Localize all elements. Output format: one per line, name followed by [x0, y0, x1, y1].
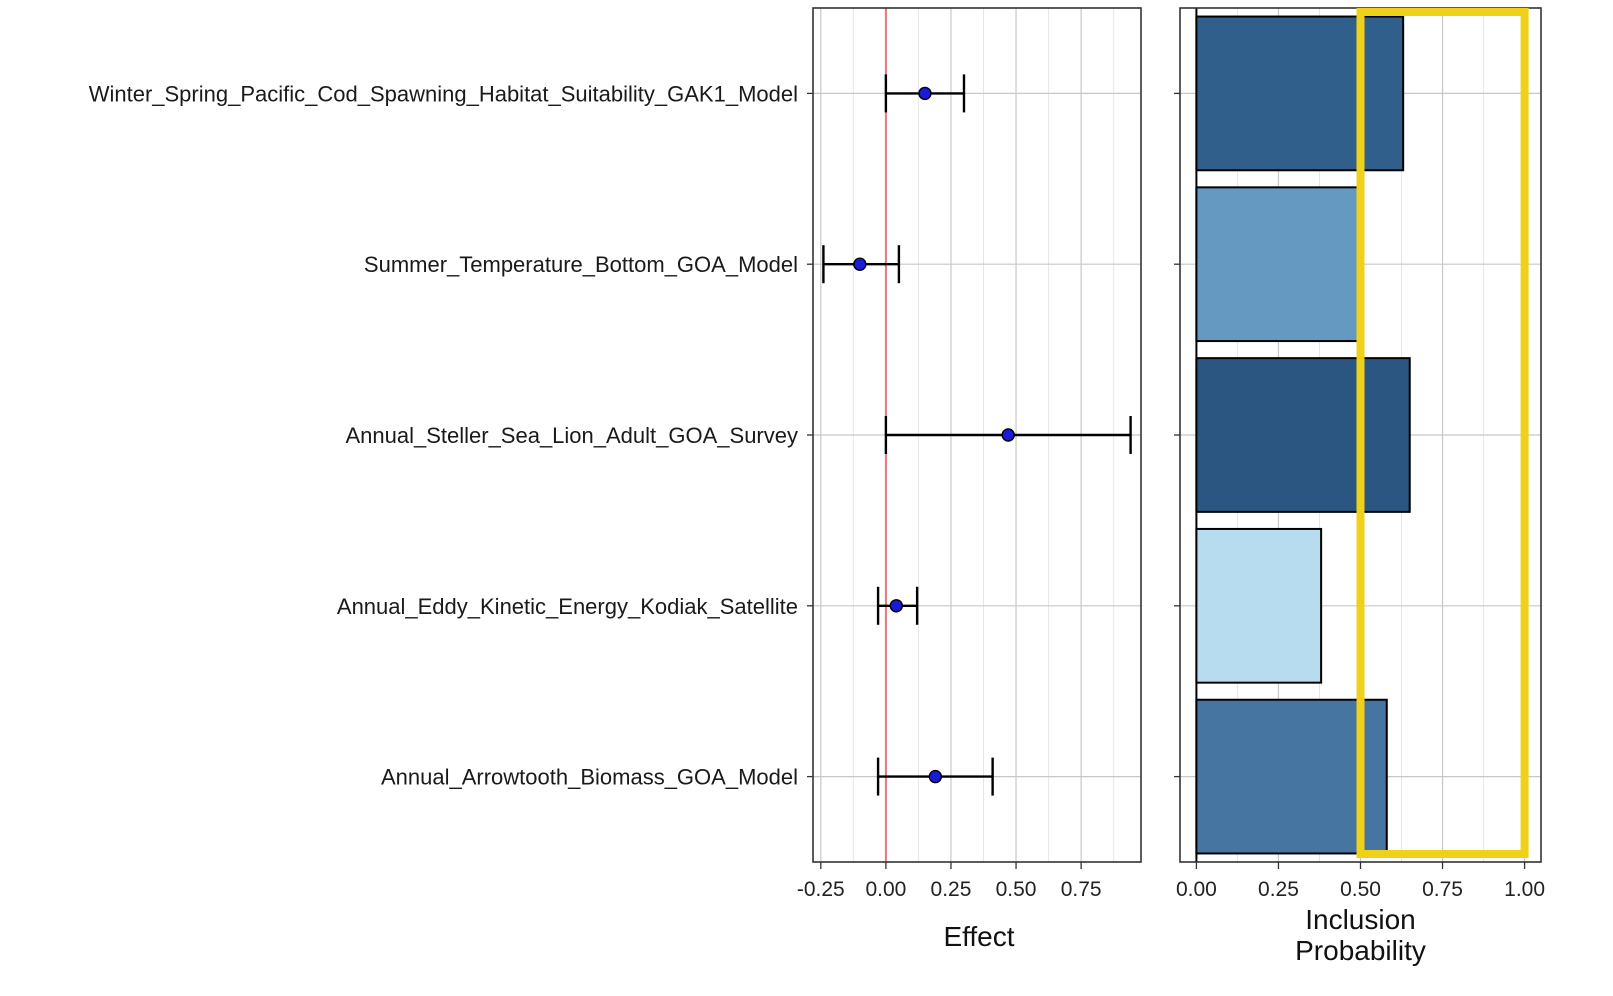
x-tick-label: 0.75 [1061, 878, 1102, 901]
inclusion-x-ticks: 0.00 0.25 0.50 0.75 1.00 [1176, 862, 1545, 901]
effect-point [853, 257, 867, 271]
inclusion-bars [1195, 8, 1411, 862]
category-label: Annual_Arrowtooth_Biomass_GOA_Model [381, 765, 798, 790]
category-label: Winter_Spring_Pacific_Cod_Spawning_Habit… [89, 81, 798, 106]
x-tick-label: 0.50 [996, 878, 1037, 901]
effect-point [928, 769, 943, 784]
x-tick-label: 0.25 [1258, 878, 1299, 901]
effect-y-ticks [807, 92, 813, 778]
x-tick-label: -0.25 [797, 878, 845, 901]
x-tick-label: 0.50 [1340, 878, 1381, 901]
x-tick-label: 0.25 [931, 878, 972, 901]
axis-title-line: Probability [1295, 935, 1426, 966]
effect-panel: -0.25 0.00 0.25 0.50 0.75 Effect [797, 7, 1142, 952]
inclusion-x-axis-title: Inclusion Probability [1295, 904, 1426, 966]
category-label: Summer_Temperature_Bottom_GOA_Model [364, 252, 798, 277]
inclusion-panel: 0.00 0.25 0.50 0.75 1.00 Inclusion Probabilit… [1174, 7, 1545, 966]
x-tick-label: 0.75 [1422, 878, 1463, 901]
inclusion-bar [1195, 527, 1323, 684]
category-label: Annual_Eddy_Kinetic_Energy_Kodiak_Satell… [337, 594, 798, 619]
category-labels: Winter_Spring_Pacific_Cod_Spawning_Habit… [89, 81, 798, 789]
x-tick-label: 1.00 [1504, 878, 1545, 901]
inclusion-y-ticks [1174, 92, 1180, 778]
category-label: Annual_Steller_Sea_Lion_Adult_GOA_Survey [345, 423, 798, 448]
effect-x-axis-title: Effect [943, 921, 1014, 952]
inclusion-bar [1195, 698, 1388, 855]
effect-point [889, 599, 904, 613]
highlight-box [1356, 8, 1529, 858]
x-tick-label: 0.00 [865, 878, 906, 901]
axis-title-line: Inclusion [1305, 904, 1416, 935]
inclusion-bar [1195, 15, 1405, 172]
effect-point [1001, 428, 1015, 442]
effect-marks [822, 8, 1132, 862]
x-tick-label: 0.00 [1176, 878, 1217, 901]
inclusion-bar [1195, 357, 1411, 513]
inclusion-bar [1195, 186, 1362, 343]
effect-point [918, 86, 932, 101]
effect-x-ticks: -0.25 0.00 0.25 0.50 0.75 [797, 862, 1102, 901]
